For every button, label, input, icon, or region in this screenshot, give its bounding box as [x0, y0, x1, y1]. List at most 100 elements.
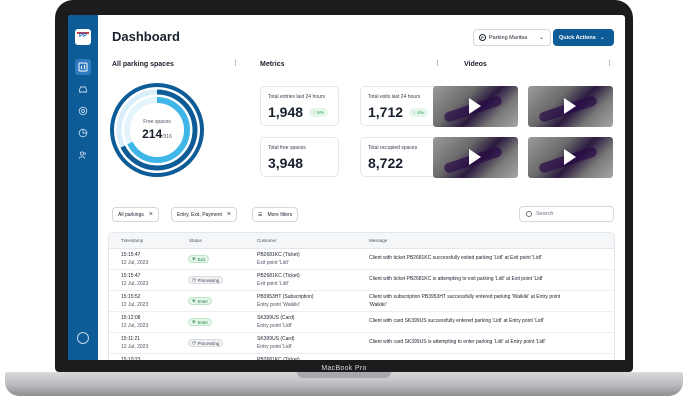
row-customer: SK399US (Card) — [257, 315, 295, 321]
row-time: 15:15:47 — [121, 273, 141, 279]
free-count: 214 — [142, 127, 163, 141]
metric-label: Total occupied spaces — [368, 145, 418, 151]
metrics-menu-icon[interactable]: ⋮ — [434, 60, 441, 67]
table-row[interactable]: 15:15:52 12 Jul, 2023 ⊕ Enter PB3953HT (Subs… — [109, 291, 614, 312]
row-message: Client with ticket PB2681KC successfully… — [369, 255, 542, 261]
metric-label: Total exits last 24 hours — [368, 94, 421, 100]
status-icon: ◷ — [192, 277, 196, 282]
row-message: Client with ticket PB2681KC is attemptin… — [369, 276, 544, 282]
metric-card-exits: Total exits last 24 hours 1,712 ↑ 4% — [360, 86, 439, 126]
play-icon — [469, 149, 481, 165]
sidebar-item-vehicles[interactable] — [75, 81, 91, 97]
metric-card-free: Total free spaces 3,948 — [260, 137, 339, 177]
main-content: Dashboard P Parking Maritsa ⌄ Quick Acti… — [98, 15, 625, 360]
table-row[interactable]: 15:10:2312 Jul, 2023⊕PaidPB2681KC (Ticke… — [109, 354, 614, 360]
table-header: Timestamp Status Customer Message — [109, 233, 614, 249]
close-icon[interactable]: × — [148, 211, 153, 218]
money-icon — [78, 106, 88, 116]
row-message-continued: 'Waikiki' — [369, 302, 387, 308]
table-row[interactable]: 15:15:47 12 Jul, 2023 ◷ Processing PB2681KC … — [109, 270, 614, 291]
column-header-customer[interactable]: Customer — [257, 238, 277, 243]
row-point: Entry point 'Lidl' — [257, 344, 292, 350]
logo-bar — [77, 32, 89, 34]
sidebar-item-reports[interactable] — [75, 125, 91, 141]
video-thumbnail[interactable] — [433, 86, 518, 127]
row-point: Entry point 'Lidl' — [257, 323, 292, 329]
filter-chip-types[interactable]: Entry, Exit, Payment × — [171, 207, 238, 222]
metric-value: 1,712 — [368, 104, 404, 120]
location-selector[interactable]: P Parking Maritsa ⌄ — [473, 29, 551, 46]
parking-section-title: All parking spaces — [112, 61, 174, 68]
row-date: 12 Jul, 2023 — [121, 323, 149, 329]
search-icon — [526, 211, 532, 217]
row-date: 12 Jul, 2023 — [121, 260, 149, 266]
filter-chip-parkings[interactable]: All parkings × — [112, 207, 159, 222]
row-time: 15:15:47 — [121, 252, 141, 258]
users-icon — [78, 151, 86, 159]
table-row[interactable]: 15:11:21 12 Jul, 2023 ◷ Processing SK399US (… — [109, 333, 614, 354]
table-row[interactable]: 15:15:47 12 Jul, 2023 ⊕ Exit PB2681KC (Ticke… — [109, 249, 614, 270]
metric-change-badge: ↑ 4% — [409, 108, 428, 117]
sidebar-item-payments[interactable] — [75, 103, 91, 119]
location-label: Parking Maritsa — [489, 34, 528, 41]
status-badge: ◷ Processing — [188, 339, 224, 347]
filter-label: All parkings — [118, 211, 144, 218]
row-customer: SK399US (Card) — [257, 336, 295, 342]
quick-actions-label: Quick Actions — [559, 34, 596, 41]
sidebar-item-users[interactable] — [75, 147, 91, 163]
status-label: Enter — [197, 298, 208, 304]
search-placeholder: Search — [536, 211, 554, 217]
table-row[interactable]: 15:12:08 12 Jul, 2023 ⊕ Enter SK399US (Card)… — [109, 312, 614, 333]
row-message: Client with card SK399US successfully en… — [369, 318, 545, 324]
metric-value: 8,722 — [368, 155, 404, 171]
status-icon: ⊕ — [192, 298, 196, 303]
status-label: Exit — [197, 256, 205, 262]
chevron-down-icon: ⌄ — [599, 35, 605, 41]
filter-lines-icon: ☰ — [258, 211, 263, 218]
status-label: Processing — [197, 340, 220, 346]
donut-ring-fill — [116, 89, 198, 171]
free-spaces-donut — [110, 83, 204, 177]
play-icon — [564, 98, 576, 114]
logo-text: PP — [78, 33, 87, 39]
column-header-message[interactable]: Message — [369, 238, 388, 243]
metric-change-badge: ↑ 6% — [309, 108, 328, 117]
row-time: 15:10:23 — [121, 357, 141, 360]
metric-value: 3,948 — [268, 155, 304, 171]
close-icon[interactable]: × — [226, 211, 232, 218]
free-spaces-value: 214/316 — [108, 127, 206, 141]
metrics-section-title: Metrics — [260, 61, 285, 68]
quick-actions-button[interactable]: Quick Actions ⌄ — [553, 29, 614, 46]
help-icon[interactable] — [77, 332, 89, 344]
column-header-status[interactable]: Status — [189, 238, 202, 243]
row-time: 15:11:21 — [121, 336, 141, 342]
chevron-down-icon: ⌄ — [538, 35, 544, 41]
change-value: 6% — [317, 110, 324, 115]
row-customer: PB2681KC (Ticket) — [257, 357, 300, 360]
row-point: Exit point 'Lidl' — [257, 260, 289, 266]
status-badge: ◷ Processing — [188, 276, 224, 284]
parking-menu-icon[interactable]: ⋮ — [232, 60, 239, 67]
app-logo[interactable]: PP — [75, 29, 91, 45]
row-message: Client with subscription PB3953HT succes… — [369, 294, 561, 300]
video-thumbnail[interactable] — [528, 137, 613, 178]
video-thumbnail[interactable] — [433, 137, 518, 178]
row-date: 12 Jul, 2023 — [121, 344, 149, 350]
row-point: Exit point 'Lidl' — [257, 281, 289, 287]
free-spaces-label: Free spaces — [143, 119, 171, 125]
status-badge: ⊕ Enter — [188, 297, 212, 305]
search-input[interactable]: Search — [519, 206, 614, 222]
videos-menu-icon[interactable]: ⋮ — [606, 60, 613, 67]
more-filters-button[interactable]: ☰ More filters — [252, 207, 299, 222]
sidebar-item-dashboard[interactable] — [75, 59, 91, 75]
status-label: Processing — [197, 277, 220, 283]
column-header-timestamp[interactable]: Timestamp — [121, 238, 144, 243]
row-time: 15:15:52 — [121, 294, 141, 300]
device-label: MacBook Pro — [321, 365, 367, 372]
car-icon — [79, 86, 87, 93]
pie-chart-icon — [78, 128, 88, 138]
video-thumbnail[interactable] — [528, 86, 613, 127]
metric-card-entries: Total entries last 24 hours 1,948 ↑ 6% — [260, 86, 339, 126]
row-customer: PB2681KC (Ticket) — [257, 273, 300, 279]
laptop-base-notch — [297, 372, 391, 378]
